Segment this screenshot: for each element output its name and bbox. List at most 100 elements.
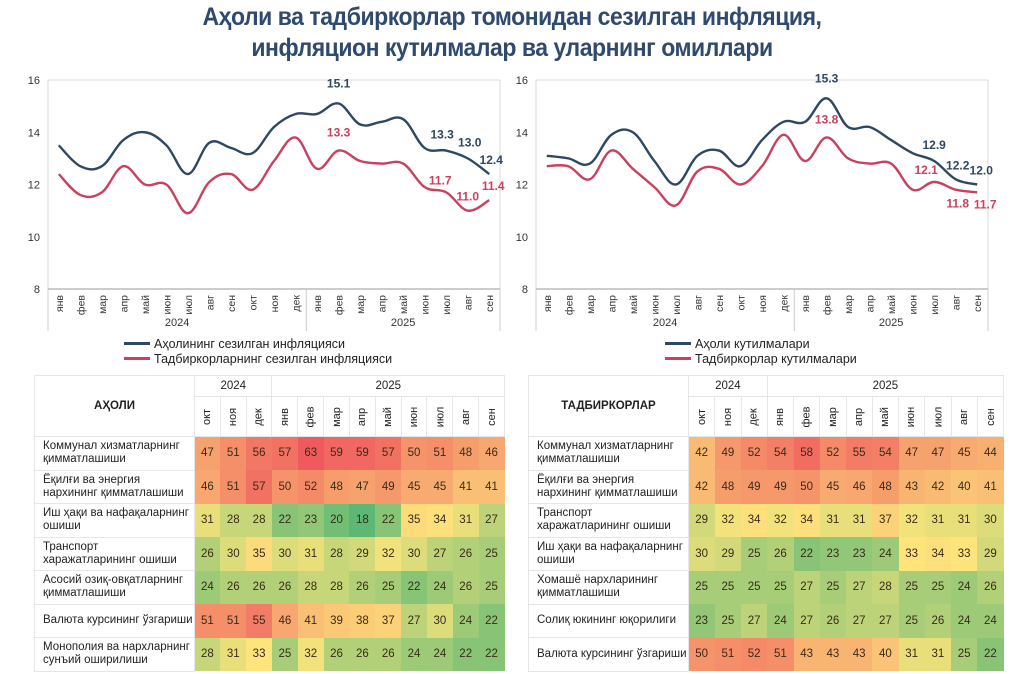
month-header: янв	[766, 396, 795, 437]
data-label: 15.1	[327, 77, 351, 91]
heatmap-title: АҲОЛИ	[34, 375, 195, 437]
x-tick-label: сен	[484, 295, 496, 312]
heatmap-cell: 27	[478, 503, 505, 537]
heatmap-cell: 51	[714, 637, 741, 671]
month-header: май	[871, 396, 900, 437]
heatmap-cell: 26	[271, 570, 298, 604]
heatmap-cell: 24	[951, 604, 978, 638]
heatmap-cell: 26	[375, 637, 402, 671]
heatmap-cell: 34	[924, 537, 951, 571]
year-header: 2024	[193, 375, 273, 397]
month-header: сен	[478, 396, 505, 437]
x-tick-label: мар	[97, 295, 109, 314]
heatmap-cell: 50	[688, 637, 715, 671]
heatmap-cell: 40	[872, 637, 899, 671]
heatmap-cell: 35	[401, 503, 427, 537]
x-tick-label: янв	[312, 295, 324, 312]
heatmap-cell: 29	[977, 537, 1004, 571]
heatmap-cell: 31	[924, 637, 951, 671]
heatmap-cell: 25	[951, 637, 978, 671]
heatmap-cell: 23	[688, 604, 715, 638]
x-tick-label: июл	[929, 295, 941, 315]
heatmap-cell: 45	[951, 436, 978, 470]
x-tick-label: авг	[692, 295, 704, 310]
heatmap-cell: 27	[741, 604, 768, 638]
heatmap-cell: 25	[819, 570, 846, 604]
heatmap-title: ТАДБИРКОРЛАР	[528, 375, 689, 437]
heatmap-cell: 57	[271, 436, 298, 470]
heatmap-cell: 32	[767, 503, 794, 537]
factor-label: Ёқилғи ва энергия нархининг қимматлашиши	[528, 469, 689, 504]
heatmap-cell: 47	[349, 470, 376, 504]
heatmap-cell: 31	[220, 637, 247, 671]
month-header: авг	[950, 396, 978, 437]
heatmap-cell: 54	[872, 436, 899, 470]
heatmap-cell: 27	[793, 570, 820, 604]
y-tick-label: 8	[522, 284, 528, 296]
x-tick-label: июн	[649, 295, 661, 315]
month-header: окт	[687, 396, 716, 437]
heatmap-cell: 43	[793, 637, 820, 671]
heatmap-cell: 32	[297, 637, 324, 671]
heatmap-cell: 26	[220, 570, 247, 604]
heatmap-cell: 25	[898, 604, 925, 638]
month-header: ноя	[714, 396, 742, 437]
heatmap-cell: 56	[246, 436, 272, 470]
x-tick-label: апр	[865, 295, 877, 313]
heatmap-cell: 52	[819, 436, 846, 470]
heatmap-cell: 47	[924, 436, 951, 470]
month-header: июл	[426, 396, 454, 437]
month-header: дек	[245, 396, 273, 437]
x-tick-label: дек	[291, 295, 303, 312]
data-label: 13.3	[431, 128, 455, 142]
factor-label: Асосий озиқ-овқатларнинг қимматлашиши	[34, 570, 195, 605]
x-tick-label: янв	[800, 295, 812, 312]
x-tick-label: фев	[822, 295, 834, 315]
data-label: 13.8	[815, 112, 839, 126]
heatmap-cell: 22	[271, 503, 298, 537]
x-tick-label: фев	[75, 295, 87, 315]
heatmap-row: Ёқилғи ва энергия нархининг қимматлашиши…	[34, 469, 505, 504]
heatmap-cell: 18	[349, 503, 376, 537]
heatmap-cell: 63	[297, 436, 324, 470]
heatmap-cell: 46	[271, 604, 298, 638]
legend-item: Аҳолининг сезилган инфляцияси	[124, 336, 392, 351]
data-label: 12.4	[480, 153, 504, 167]
heatmap-cell: 24	[872, 537, 899, 571]
heatmap-row: Валюта курсининг ўзгариши 51 51 55 46 41 39 38 3…	[34, 603, 505, 638]
heatmap-row: Коммунал хизматларнинг қимматлашиши 42 49 5…	[528, 436, 1004, 471]
year-group-label: 2025	[879, 317, 903, 329]
x-tick-label: май	[628, 295, 640, 314]
legend-item: Тадбиркорларнинг сезилган инфляцияси	[124, 351, 392, 366]
heatmap-cell: 20	[323, 503, 350, 537]
heatmap-cell: 51	[767, 637, 794, 671]
x-tick-label: фев	[334, 295, 346, 315]
heatmap-cell: 28	[246, 503, 272, 537]
heatmap-cell: 26	[452, 537, 479, 571]
month-header: фев	[297, 396, 325, 437]
heatmap-cell: 30	[688, 537, 715, 571]
year-group-label: 2025	[391, 317, 415, 329]
x-tick-label: янв	[542, 295, 554, 312]
series-line-business	[546, 133, 978, 207]
heatmap-cell: 27	[846, 604, 873, 638]
legend-swatch	[124, 342, 150, 345]
y-tick-label: 10	[28, 232, 40, 244]
heatmap-cell: 25	[714, 570, 741, 604]
heatmap-cell: 41	[297, 604, 324, 638]
month-header: ноя	[219, 396, 247, 437]
heatmap-cell: 46	[478, 436, 505, 470]
population-factors-heatmap: АҲОЛИ 2024 2025 окт ноя дек янв фев мар апр май июн…	[34, 375, 505, 672]
legend-label: Аҳоли кутилмалари	[695, 336, 810, 351]
heatmap-cell: 25	[767, 570, 794, 604]
heatmap-cell: 26	[246, 570, 272, 604]
data-label: 12.0	[970, 164, 994, 178]
factor-label: Ёқилғи ва энергия нархининг қимматлашиши	[34, 469, 195, 504]
heatmap-row: Иш ҳақи ва нафақаларнинг ошиши 31 28 28 22 23…	[34, 503, 505, 538]
month-header: дек	[740, 396, 768, 437]
heatmap-cell: 25	[714, 604, 741, 638]
heatmap-cell: 43	[898, 470, 925, 504]
heatmap-cell: 25	[741, 570, 768, 604]
